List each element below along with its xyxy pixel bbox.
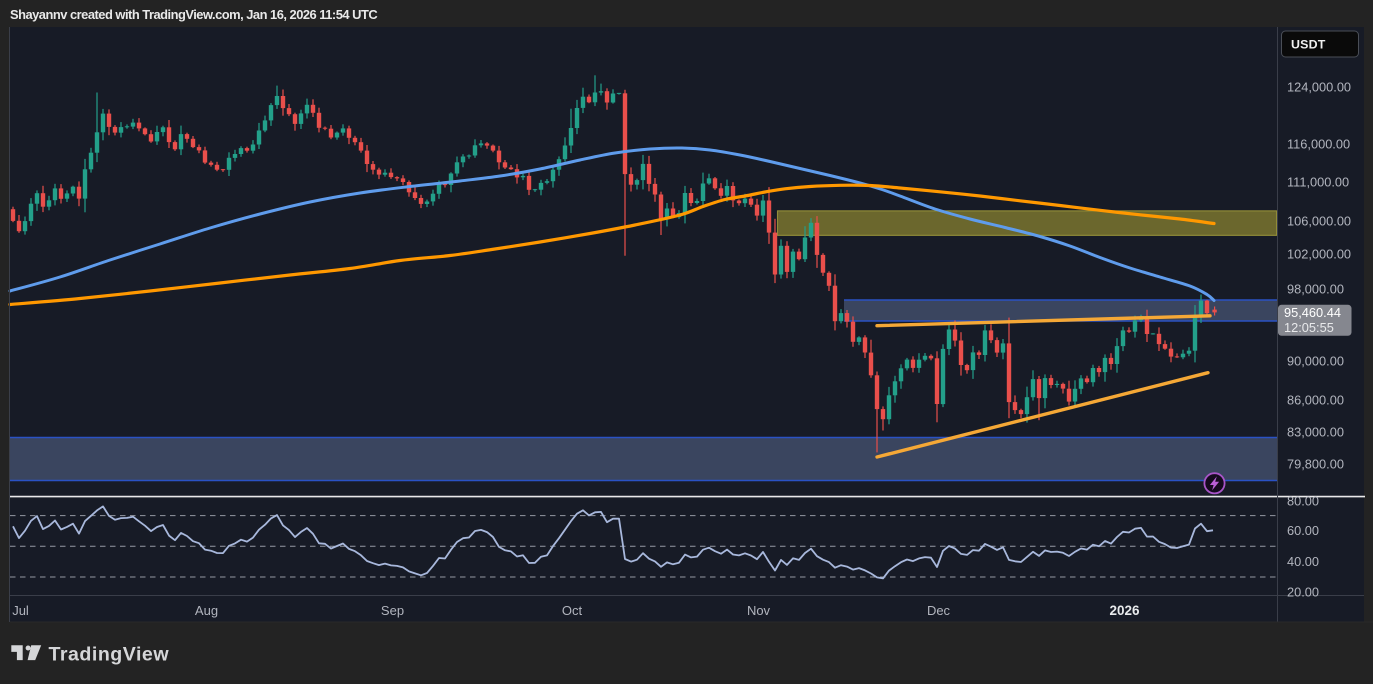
svg-text:Sep: Sep (381, 603, 404, 618)
svg-text:2026: 2026 (1109, 603, 1140, 618)
svg-text:Dec: Dec (927, 603, 951, 618)
svg-text:20.00: 20.00 (1287, 584, 1319, 599)
svg-text:111,000.00: 111,000.00 (1287, 175, 1349, 190)
svg-text:98,000.00: 98,000.00 (1287, 282, 1344, 297)
svg-text:12:05:55: 12:05:55 (1284, 320, 1334, 335)
svg-text:116,000.00: 116,000.00 (1287, 137, 1350, 152)
svg-text:USDT: USDT (1291, 38, 1326, 52)
svg-text:60.00: 60.00 (1287, 523, 1319, 538)
svg-text:TradingView: TradingView (49, 644, 170, 666)
svg-text:95,460.44: 95,460.44 (1284, 305, 1341, 320)
svg-text:Oct: Oct (562, 603, 583, 618)
svg-text:Nov: Nov (747, 603, 771, 618)
svg-text:40.00: 40.00 (1287, 554, 1319, 569)
svg-text:Aug: Aug (195, 603, 218, 618)
svg-text:Jul: Jul (12, 603, 29, 618)
svg-text:83,000.00: 83,000.00 (1287, 425, 1344, 440)
svg-text:79,800.00: 79,800.00 (1287, 457, 1344, 472)
svg-text:86,000.00: 86,000.00 (1287, 393, 1344, 408)
svg-text:102,000.00: 102,000.00 (1287, 247, 1351, 262)
svg-text:90,000.00: 90,000.00 (1287, 354, 1344, 369)
svg-text:80.00: 80.00 (1287, 493, 1319, 508)
svg-text:124,000.00: 124,000.00 (1287, 80, 1351, 95)
svg-text:106,000.00: 106,000.00 (1287, 214, 1351, 229)
svg-text:Shayannv created with TradingV: Shayannv created with TradingView.com, J… (10, 7, 377, 22)
